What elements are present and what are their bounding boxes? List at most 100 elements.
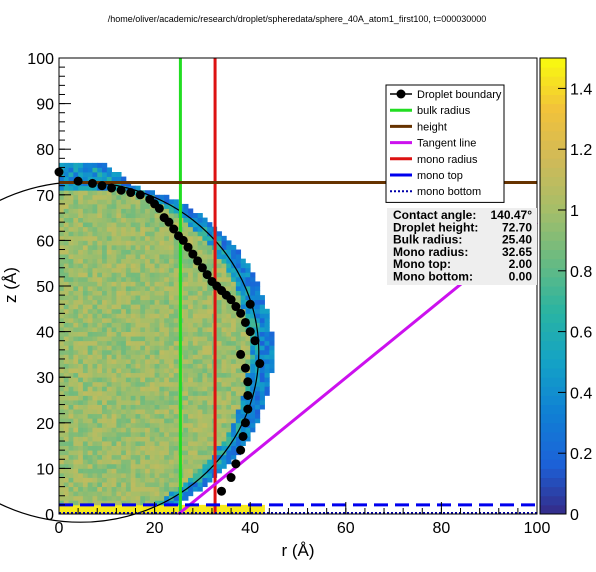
- heatmap-cell: [197, 299, 203, 305]
- heatmap-cell: [97, 267, 103, 273]
- heatmap-cell: [82, 167, 89, 173]
- heatmap-cell: [87, 299, 93, 305]
- heatmap-cell: [159, 286, 165, 291]
- heatmap-cell: [111, 372, 117, 378]
- heatmap-cell: [145, 491, 151, 497]
- heatmap-cell: [264, 313, 270, 319]
- heatmap-cell: [149, 208, 155, 214]
- boundary-point: [243, 390, 253, 400]
- heatmap-cell: [221, 276, 227, 282]
- heatmap-cell: [63, 504, 69, 510]
- heatmap-cell: [226, 281, 232, 287]
- heatmap-cell: [164, 240, 170, 246]
- heatmap-cell: [135, 436, 141, 442]
- heatmap-cell: [121, 272, 127, 278]
- heatmap-cell: [207, 463, 213, 469]
- heatmap-cell: [216, 240, 222, 246]
- heatmap-cell: [63, 358, 69, 364]
- heatmap-cell: [111, 386, 117, 392]
- heatmap-cell: [197, 281, 203, 287]
- heatmap-cell: [264, 390, 270, 396]
- heatmap-cell: [159, 400, 165, 405]
- heatmap-cell: [82, 358, 89, 364]
- heatmap-cell: [106, 358, 112, 364]
- heatmap-cell: [130, 336, 136, 342]
- y-tick-label: 30: [36, 370, 54, 387]
- heatmap-cell: [192, 368, 199, 374]
- heatmap-cell: [135, 404, 141, 410]
- heatmap-cell: [63, 331, 69, 337]
- heatmap-cell: [82, 409, 89, 415]
- heatmap-cell: [135, 203, 141, 209]
- heatmap-cell: [59, 203, 65, 209]
- heatmap-cell: [73, 345, 79, 351]
- heatmap-cell: [130, 495, 136, 501]
- heatmap-cell: [97, 290, 103, 296]
- heatmap-cell: [149, 436, 155, 442]
- heatmap-cell: [221, 436, 227, 442]
- heatmap-cell: [82, 249, 89, 255]
- heatmap-cell: [106, 454, 112, 460]
- heatmap-cell: [231, 336, 237, 342]
- heatmap-cell: [145, 327, 151, 332]
- heatmap-cell: [192, 477, 199, 483]
- colorbar-band: [540, 413, 566, 424]
- heatmap-cell: [154, 363, 160, 369]
- heatmap-cell: [125, 276, 132, 282]
- heatmap-cell: [68, 422, 74, 428]
- heatmap-cell: [116, 213, 122, 218]
- heatmap-cell: [68, 286, 74, 291]
- heatmap-cell: [192, 413, 199, 419]
- heatmap-cell: [92, 208, 98, 214]
- heatmap-cell: [140, 331, 146, 337]
- heatmap-cell: [240, 276, 246, 282]
- boundary-point: [243, 377, 253, 387]
- heatmap-cell: [188, 226, 194, 232]
- heatmap-cell: [216, 263, 222, 269]
- heatmap-cell: [111, 286, 117, 291]
- heatmap-cell: [135, 313, 141, 319]
- heatmap-cell: [221, 358, 227, 364]
- colorbar-band: [540, 276, 566, 287]
- heatmap-cell: [59, 235, 65, 241]
- heatmap-cell: [135, 504, 141, 510]
- heatmap-cell: [202, 304, 208, 310]
- heatmap-cell: [87, 322, 93, 328]
- heatmap-cell: [149, 345, 155, 351]
- heatmap-cell: [125, 400, 132, 405]
- heatmap-cell: [97, 454, 103, 460]
- heatmap-cell: [250, 286, 256, 291]
- heatmap-cell: [221, 459, 227, 465]
- heatmap-cell: [68, 336, 74, 342]
- heatmap-cell: [63, 286, 69, 291]
- colorbar-band: [540, 450, 566, 460]
- heatmap-cell: [183, 409, 189, 415]
- heatmap-cell: [159, 486, 165, 492]
- heatmap-cell: [164, 194, 170, 200]
- heatmap-cell: [125, 363, 132, 369]
- heatmap-cell: [92, 222, 98, 228]
- heatmap-cell: [59, 231, 65, 237]
- heatmap-cell: [192, 240, 199, 246]
- heatmap-cell: [97, 495, 103, 501]
- heatmap-cell: [82, 336, 89, 342]
- boundary-point: [245, 299, 255, 309]
- heatmap-cell: [102, 377, 108, 383]
- heatmap-cell: [202, 299, 208, 305]
- heatmap-cell: [106, 400, 112, 405]
- heatmap-cell: [121, 176, 127, 182]
- heatmap-cell: [192, 486, 199, 492]
- heatmap-cell: [121, 358, 127, 364]
- heatmap-cell: [97, 486, 103, 492]
- heatmap-cell: [111, 459, 117, 465]
- heatmap-cell: [216, 368, 222, 374]
- heatmap-cell: [154, 267, 160, 273]
- heatmap-cell: [183, 354, 189, 360]
- heatmap-cell: [240, 509, 246, 515]
- heatmap-cell: [92, 313, 98, 319]
- heatmap-cell: [59, 404, 65, 410]
- heatmap-cell: [264, 386, 270, 392]
- heatmap-cell: [154, 336, 160, 342]
- heatmap-cell: [168, 263, 175, 269]
- colorbar-band: [540, 194, 566, 205]
